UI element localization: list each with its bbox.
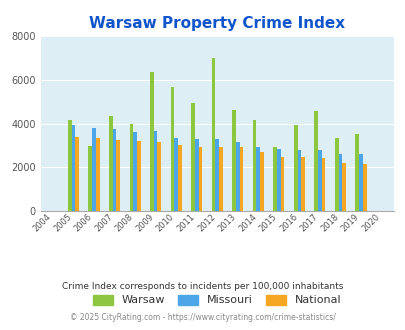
Bar <box>338 154 341 211</box>
Bar <box>280 156 283 211</box>
Bar <box>358 154 362 211</box>
Bar <box>297 150 301 211</box>
Bar <box>198 147 202 211</box>
Bar <box>109 116 113 211</box>
Bar <box>170 86 174 211</box>
Bar <box>113 129 116 211</box>
Bar <box>96 138 99 211</box>
Bar <box>235 142 239 211</box>
Bar <box>211 58 215 211</box>
Bar <box>136 141 140 211</box>
Bar <box>334 138 338 211</box>
Bar <box>92 128 96 211</box>
Bar <box>239 147 243 211</box>
Bar <box>260 152 263 211</box>
Legend: Warsaw, Missouri, National: Warsaw, Missouri, National <box>88 290 345 310</box>
Bar <box>133 132 136 211</box>
Bar <box>354 134 358 211</box>
Bar <box>273 147 276 211</box>
Bar <box>276 149 280 211</box>
Bar <box>313 111 317 211</box>
Bar <box>68 120 71 211</box>
Bar <box>256 147 260 211</box>
Bar <box>71 125 75 211</box>
Bar <box>174 138 177 211</box>
Bar <box>88 146 92 211</box>
Bar <box>75 137 79 211</box>
Bar <box>116 140 120 211</box>
Text: Crime Index corresponds to incidents per 100,000 inhabitants: Crime Index corresponds to incidents per… <box>62 282 343 291</box>
Text: © 2025 CityRating.com - https://www.cityrating.com/crime-statistics/: © 2025 CityRating.com - https://www.city… <box>70 313 335 322</box>
Bar <box>194 139 198 211</box>
Bar <box>129 124 133 211</box>
Bar <box>232 110 235 211</box>
Bar <box>252 120 256 211</box>
Bar <box>215 139 219 211</box>
Bar <box>362 164 366 211</box>
Bar <box>219 147 222 211</box>
Bar <box>150 72 153 211</box>
Bar <box>191 103 194 211</box>
Title: Warsaw Property Crime Index: Warsaw Property Crime Index <box>89 16 344 31</box>
Bar <box>293 125 297 211</box>
Bar <box>177 145 181 211</box>
Bar <box>153 131 157 211</box>
Bar <box>301 156 304 211</box>
Bar <box>157 142 161 211</box>
Bar <box>317 150 321 211</box>
Bar <box>321 158 325 211</box>
Bar <box>341 163 345 211</box>
